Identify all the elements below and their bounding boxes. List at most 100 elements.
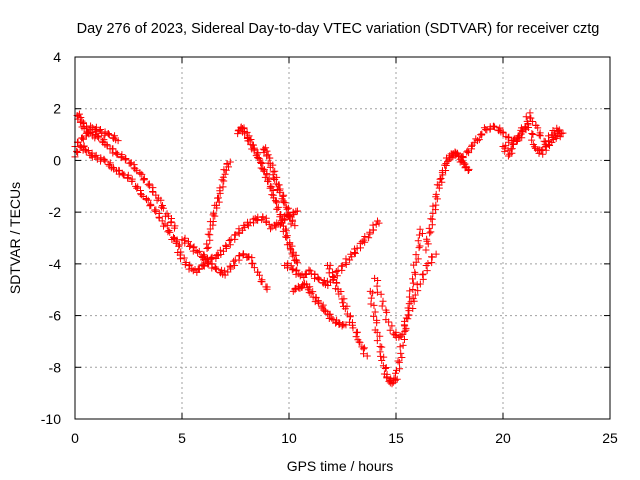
data-point bbox=[366, 228, 374, 236]
data-point bbox=[268, 183, 276, 191]
data-point bbox=[138, 170, 146, 178]
data-point bbox=[112, 149, 120, 157]
data-point bbox=[378, 343, 386, 351]
data-point bbox=[240, 124, 248, 132]
x-axis-label: GPS time / hours bbox=[287, 458, 394, 474]
data-point bbox=[379, 297, 387, 305]
data-point bbox=[145, 182, 153, 190]
data-point bbox=[170, 224, 178, 232]
data-point bbox=[396, 365, 404, 373]
data-point bbox=[333, 279, 341, 287]
data-point bbox=[103, 141, 111, 149]
data-point bbox=[413, 281, 421, 289]
data-point bbox=[79, 119, 87, 127]
y-tick-label: -8 bbox=[49, 359, 62, 375]
data-point bbox=[231, 231, 239, 239]
data-point bbox=[332, 268, 340, 276]
data-point bbox=[306, 267, 314, 275]
data-point bbox=[131, 165, 139, 173]
data-point bbox=[115, 166, 123, 174]
data-point bbox=[501, 147, 509, 155]
data-point bbox=[405, 307, 413, 315]
data-point bbox=[406, 287, 414, 295]
data-point bbox=[214, 194, 221, 202]
data-point bbox=[291, 222, 299, 230]
data-point bbox=[386, 326, 394, 334]
data-point bbox=[80, 142, 88, 150]
data-point bbox=[215, 198, 223, 206]
data-point bbox=[400, 321, 408, 329]
data-point bbox=[409, 285, 417, 293]
data-point bbox=[473, 137, 481, 145]
x-tick-label: 10 bbox=[281, 430, 297, 446]
data-point bbox=[459, 153, 467, 161]
data-point bbox=[82, 129, 90, 137]
data-point bbox=[284, 264, 292, 272]
data-point bbox=[397, 349, 405, 357]
series-arc11 bbox=[324, 261, 371, 360]
data-point bbox=[521, 124, 529, 132]
data-point bbox=[436, 175, 444, 183]
data-point bbox=[411, 291, 419, 299]
data-point bbox=[175, 242, 183, 250]
data-point bbox=[427, 228, 435, 236]
series-arc6 bbox=[199, 158, 234, 269]
data-point bbox=[373, 288, 381, 296]
data-point bbox=[221, 170, 229, 178]
data-point bbox=[289, 252, 297, 260]
data-point bbox=[258, 278, 266, 286]
y-tick-label: 4 bbox=[53, 49, 61, 65]
y-axis-label: SDTVAR / TECUs bbox=[7, 182, 23, 294]
data-point bbox=[203, 254, 211, 262]
data-point bbox=[507, 145, 515, 153]
data-point bbox=[293, 259, 301, 267]
data-point bbox=[152, 208, 160, 216]
data-point bbox=[234, 130, 242, 138]
data-point bbox=[346, 313, 354, 321]
data-point bbox=[300, 281, 308, 289]
data-point bbox=[409, 295, 417, 303]
data-point bbox=[505, 138, 513, 146]
data-point bbox=[529, 130, 537, 138]
data-point bbox=[279, 227, 287, 235]
data-point bbox=[164, 228, 172, 236]
data-point bbox=[404, 311, 412, 319]
data-point bbox=[224, 268, 232, 276]
data-point bbox=[199, 261, 207, 269]
data-point bbox=[397, 332, 405, 340]
data-point bbox=[286, 245, 294, 253]
data-point bbox=[377, 352, 385, 360]
data-point bbox=[203, 240, 211, 248]
data-point bbox=[483, 126, 491, 134]
data-point bbox=[509, 140, 517, 148]
data-point bbox=[441, 161, 449, 169]
data-point bbox=[206, 225, 214, 233]
data-point bbox=[105, 131, 113, 139]
data-point bbox=[400, 335, 408, 343]
data-point bbox=[328, 314, 336, 322]
data-point bbox=[415, 231, 423, 239]
x-tick-label: 25 bbox=[602, 430, 618, 446]
data-point bbox=[341, 305, 349, 313]
data-point bbox=[219, 173, 227, 181]
data-point bbox=[286, 212, 294, 220]
data-point bbox=[394, 357, 402, 365]
data-point bbox=[409, 275, 417, 283]
data-point bbox=[206, 231, 214, 239]
data-point bbox=[367, 300, 375, 308]
data-point bbox=[353, 328, 361, 336]
data-point bbox=[208, 253, 216, 261]
data-point bbox=[282, 233, 290, 241]
data-point bbox=[273, 205, 281, 213]
data-point bbox=[412, 251, 420, 259]
data-point bbox=[425, 224, 433, 232]
data-point bbox=[157, 196, 165, 204]
data-point bbox=[409, 279, 417, 287]
data-point bbox=[349, 324, 357, 332]
data-point bbox=[428, 253, 436, 261]
data-point bbox=[392, 369, 400, 377]
data-point bbox=[504, 134, 512, 142]
data-point bbox=[262, 217, 270, 225]
data-point bbox=[302, 270, 310, 278]
data-point bbox=[371, 308, 379, 316]
